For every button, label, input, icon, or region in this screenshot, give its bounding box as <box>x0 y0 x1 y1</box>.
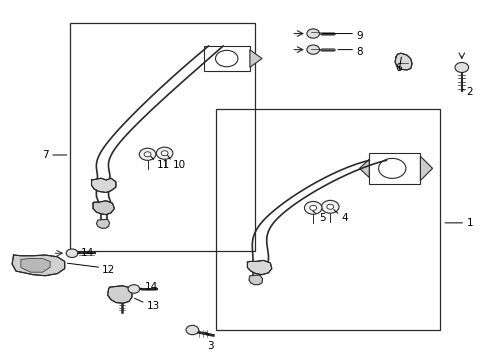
Circle shape <box>156 147 173 159</box>
Text: 9: 9 <box>356 31 363 41</box>
Text: 3: 3 <box>208 342 214 351</box>
Text: 2: 2 <box>466 87 473 98</box>
Bar <box>369 153 420 184</box>
Circle shape <box>327 204 334 209</box>
Text: 12: 12 <box>102 265 116 275</box>
Text: 14: 14 <box>145 282 158 292</box>
Circle shape <box>139 148 156 160</box>
Polygon shape <box>247 260 272 275</box>
Text: 13: 13 <box>147 301 160 311</box>
Text: 5: 5 <box>319 213 326 223</box>
Polygon shape <box>21 258 50 272</box>
Text: 1: 1 <box>466 218 473 228</box>
Circle shape <box>144 152 151 157</box>
Circle shape <box>66 249 78 257</box>
Polygon shape <box>93 201 115 215</box>
Circle shape <box>321 201 339 213</box>
Circle shape <box>304 202 322 214</box>
Text: 6: 6 <box>395 63 402 73</box>
Polygon shape <box>250 50 262 67</box>
Polygon shape <box>420 156 433 180</box>
Bar <box>203 46 250 71</box>
Text: 7: 7 <box>43 150 49 160</box>
Bar <box>70 23 255 251</box>
Circle shape <box>307 45 319 54</box>
Polygon shape <box>97 219 110 228</box>
Text: 8: 8 <box>356 47 363 57</box>
Circle shape <box>186 325 199 335</box>
Text: 11: 11 <box>156 159 170 170</box>
Bar <box>216 109 440 330</box>
Polygon shape <box>249 275 263 285</box>
Text: 14: 14 <box>80 248 94 258</box>
Polygon shape <box>360 159 369 177</box>
Text: 10: 10 <box>173 159 186 170</box>
Polygon shape <box>12 255 65 276</box>
Text: 4: 4 <box>342 213 348 223</box>
Circle shape <box>307 29 319 38</box>
Circle shape <box>161 151 168 156</box>
Circle shape <box>310 205 317 210</box>
Circle shape <box>455 63 468 72</box>
Circle shape <box>128 285 140 293</box>
Polygon shape <box>108 286 132 303</box>
Polygon shape <box>395 53 412 70</box>
Polygon shape <box>92 178 116 193</box>
